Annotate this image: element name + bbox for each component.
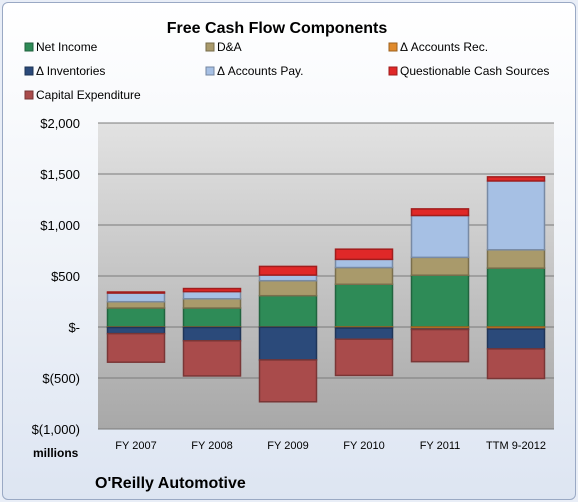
bar-segment-net-income bbox=[334, 283, 394, 328]
legend-label-net-income: Net Income bbox=[36, 40, 98, 54]
legend-label-delta-accounts-rec: Δ Accounts Rec. bbox=[400, 40, 488, 54]
bar-segment-delta-inventories bbox=[486, 328, 546, 350]
bar-segment-capital-expenditure bbox=[486, 348, 546, 380]
unit-label: millions bbox=[33, 446, 79, 460]
legend-swatch-delta-inventories bbox=[24, 66, 34, 76]
y-tick-label: $1,000 bbox=[40, 218, 80, 233]
bar-segment-delta-accounts-pay bbox=[486, 180, 546, 251]
bar-segment-delta-accounts-pay bbox=[258, 274, 318, 282]
x-tick-label: FY 2008 bbox=[191, 440, 232, 452]
legend-swatch-questionable-cash-sources bbox=[388, 66, 398, 76]
bar-segment-capital-expenditure bbox=[258, 359, 318, 403]
bar-segment-delta-inventories bbox=[334, 327, 394, 340]
bar-segment-questionable-cash-sources bbox=[334, 248, 394, 261]
bar-segment-d-a bbox=[486, 249, 546, 269]
bar-segment-d-a bbox=[106, 300, 166, 309]
bar-segment-delta-inventories bbox=[106, 326, 166, 335]
y-tick-label: $- bbox=[68, 320, 80, 335]
bar-segment-capital-expenditure bbox=[106, 332, 166, 363]
bar-segment-questionable-cash-sources bbox=[410, 208, 470, 217]
bar-segment-d-a bbox=[410, 256, 470, 276]
bar-segment-net-income bbox=[182, 307, 242, 328]
x-tick-label: FY 2010 bbox=[343, 440, 384, 452]
x-axis: FY 2007 FY 2008 FY 2009 FY 2010 FY 2011 TTM 9… bbox=[115, 440, 546, 452]
bar-segment-delta-accounts-pay bbox=[106, 292, 166, 303]
chart-svg: Free Cash Flow Components Net Income D&A Δ… bbox=[24, 20, 554, 492]
x-tick-label: FY 2007 bbox=[115, 440, 156, 452]
bar-segment-d-a bbox=[182, 297, 242, 309]
bar-segment-capital-expenditure bbox=[410, 328, 470, 363]
legend-label-capital-expenditure: Capital Expenditure bbox=[36, 88, 141, 102]
bar-segment-capital-expenditure bbox=[182, 340, 242, 377]
plot-area bbox=[98, 122, 554, 430]
y-tick-label: $1,500 bbox=[40, 167, 80, 182]
x-tick-label: FY 2011 bbox=[420, 440, 461, 452]
bar-segment-delta-inventories bbox=[182, 326, 242, 342]
legend-swatch-delta-accounts-rec bbox=[388, 42, 398, 52]
bar-segment-net-income bbox=[486, 267, 546, 328]
bar-segment-d-a bbox=[258, 279, 318, 297]
bar-segment-questionable-cash-sources bbox=[106, 291, 166, 294]
legend-swatch-d-a bbox=[205, 42, 215, 52]
bar-segment-net-income bbox=[106, 307, 166, 328]
legend: Net Income D&A Δ Accounts Rec. Δ Inventorie… bbox=[24, 40, 549, 102]
y-tick-label: $2,000 bbox=[40, 116, 80, 131]
company-label: O'Reilly Automotive bbox=[95, 475, 246, 492]
y-tick-label: $(500) bbox=[42, 371, 80, 386]
bar-segment-delta-accounts-pay bbox=[410, 214, 470, 259]
legend-label-delta-accounts-pay: Δ Accounts Pay. bbox=[217, 64, 304, 78]
bar-segment-net-income bbox=[410, 274, 470, 328]
x-tick-label: TTM 9-2012 bbox=[486, 440, 546, 452]
legend-label-questionable-cash-sources: Questionable Cash Sources bbox=[400, 64, 549, 78]
y-axis: $2,000 $1,500 $1,000 $500 $- $(500) $(1,000) bbox=[32, 116, 80, 437]
bar-segment-d-a bbox=[334, 266, 394, 286]
bar-segment-net-income bbox=[258, 294, 318, 328]
bar-segment-delta-inventories bbox=[258, 326, 318, 361]
bar-segment-questionable-cash-sources bbox=[182, 287, 242, 293]
legend-swatch-net-income bbox=[24, 42, 34, 52]
bar-segment-delta-accounts-pay bbox=[182, 290, 242, 300]
y-tick-label: $500 bbox=[51, 269, 80, 284]
x-tick-label: FY 2009 bbox=[267, 440, 308, 452]
bar-segment-delta-accounts-pay bbox=[334, 258, 394, 269]
legend-label-delta-inventories: Δ Inventories bbox=[36, 64, 105, 78]
chart-title: Free Cash Flow Components bbox=[167, 20, 388, 37]
bar-segment-questionable-cash-sources bbox=[486, 176, 546, 182]
legend-label-d-a: D&A bbox=[217, 40, 242, 54]
bar-segment-capital-expenditure bbox=[334, 338, 394, 377]
y-tick-label: $(1,000) bbox=[32, 422, 80, 437]
legend-swatch-delta-accounts-pay bbox=[205, 66, 215, 76]
bar-segment-questionable-cash-sources bbox=[258, 265, 318, 276]
legend-swatch-capital-expenditure bbox=[24, 90, 34, 100]
